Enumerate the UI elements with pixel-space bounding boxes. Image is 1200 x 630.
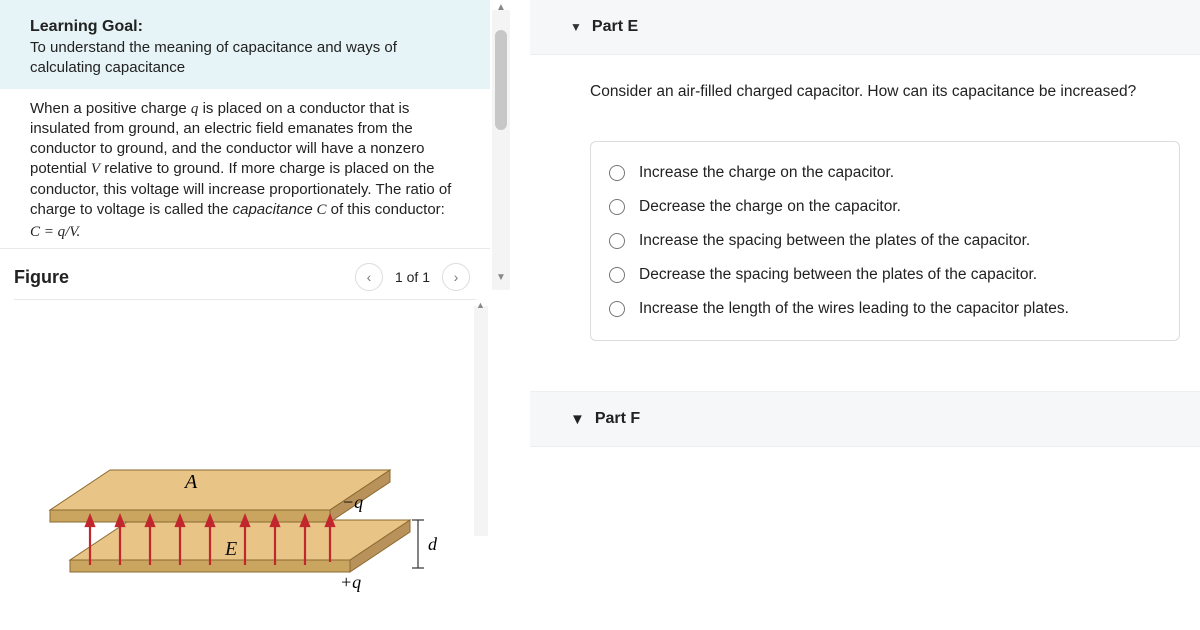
- layout: Learning Goal: To understand the meaning…: [0, 0, 1200, 630]
- right-pane: ▼ Part E Consider an air-filled charged …: [530, 0, 1200, 630]
- left-pane: Learning Goal: To understand the meaning…: [0, 0, 490, 630]
- option-2-label: Decrease the charge on the capacitor.: [639, 198, 901, 216]
- goal-title: Learning Goal:: [30, 18, 468, 36]
- var-V: V: [91, 161, 100, 177]
- option-5-radio[interactable]: [609, 301, 625, 317]
- t-cap: capacitance: [233, 201, 313, 218]
- figure-area: A E −q +q d: [0, 300, 490, 630]
- question-text: Consider an air-filled charged capacitor…: [530, 55, 1200, 111]
- capacitor-figure: A E −q +q d: [30, 380, 450, 604]
- part-f-header[interactable]: ▼ Part F: [530, 391, 1200, 447]
- option-4-radio[interactable]: [609, 267, 625, 283]
- label-E: E: [224, 538, 237, 560]
- label-d: d: [428, 534, 438, 554]
- scroll-down-icon: ▼: [496, 272, 506, 283]
- next-figure-button[interactable]: ›: [442, 263, 470, 291]
- label-minus-q: −q: [342, 492, 363, 512]
- option-2[interactable]: Decrease the charge on the capacitor.: [609, 190, 1161, 224]
- option-3-label: Increase the spacing between the plates …: [639, 232, 1030, 250]
- part-e-title: Part E: [592, 18, 638, 36]
- figure-header: Figure ‹ 1 of 1 ›: [0, 248, 490, 299]
- options-box: Increase the charge on the capacitor. De…: [590, 141, 1180, 341]
- figure-scrollbar[interactable]: [474, 306, 488, 536]
- option-3-radio[interactable]: [609, 233, 625, 249]
- option-1-radio[interactable]: [609, 165, 625, 181]
- prev-figure-button[interactable]: ‹: [355, 263, 383, 291]
- t4: of this conductor:: [326, 201, 444, 218]
- option-4[interactable]: Decrease the spacing between the plates …: [609, 258, 1161, 292]
- figure-title: Figure: [14, 267, 69, 288]
- left-scrollbar[interactable]: [492, 10, 510, 290]
- option-5-label: Increase the length of the wires leading…: [639, 300, 1069, 318]
- option-2-radio[interactable]: [609, 199, 625, 215]
- option-1-label: Increase the charge on the capacitor.: [639, 164, 894, 182]
- t1: When a positive charge: [30, 100, 191, 117]
- pane-divider[interactable]: ▼: [490, 0, 530, 630]
- goal-text: To understand the meaning of capacitance…: [30, 38, 468, 79]
- part-f-title: Part F: [595, 410, 640, 428]
- option-4-label: Decrease the spacing between the plates …: [639, 266, 1037, 284]
- explanation-box: When a positive charge q is placed on a …: [0, 89, 490, 249]
- formula: C = q/V.: [30, 222, 468, 242]
- label-plus-q: +q: [340, 572, 361, 592]
- var-C: C: [313, 202, 327, 218]
- caret-down-icon: ▼: [570, 411, 585, 428]
- option-3[interactable]: Increase the spacing between the plates …: [609, 224, 1161, 258]
- part-e-header[interactable]: ▼ Part E: [530, 0, 1200, 55]
- figure-nav: ‹ 1 of 1 ›: [355, 263, 470, 291]
- learning-goal-box: Learning Goal: To understand the meaning…: [0, 0, 490, 89]
- option-5[interactable]: Increase the length of the wires leading…: [609, 292, 1161, 326]
- option-1[interactable]: Increase the charge on the capacitor.: [609, 156, 1161, 190]
- figure-count: 1 of 1: [395, 269, 430, 285]
- caret-down-icon: ▼: [570, 20, 582, 34]
- label-A: A: [183, 471, 198, 493]
